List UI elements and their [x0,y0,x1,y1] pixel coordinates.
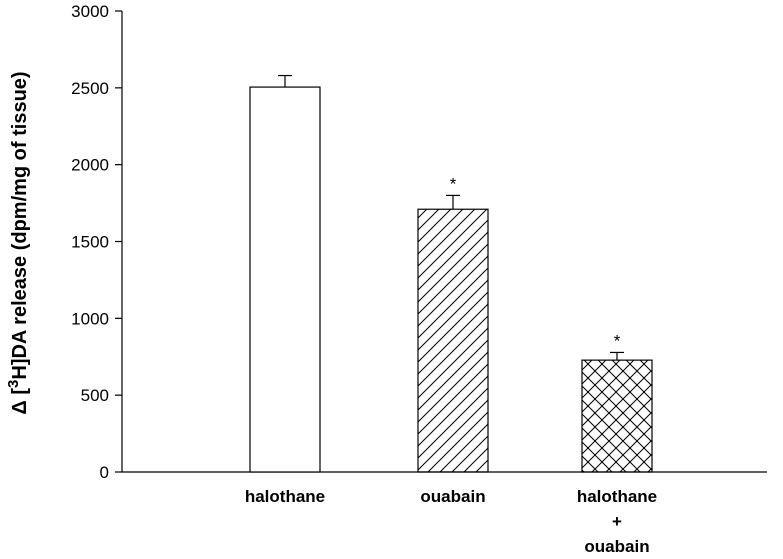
category-label: ouabain [420,487,485,506]
category-labels: halothane ouabain halothane + ouabain [245,487,657,556]
y-tick-label: 1000 [71,309,109,328]
significance-marker: * [450,174,457,193]
category-label: + [612,512,622,531]
y-tick-label: 2500 [71,79,109,98]
y-ticks: 0 500 1000 1500 2000 2500 3000 [71,2,122,482]
y-tick-label: 2000 [71,156,109,175]
significance-marker: * [614,331,621,350]
category-label: ouabain [584,537,649,556]
bar [249,86,321,473]
y-tick-label: 0 [100,463,109,482]
y-axis-title: Δ [3H]DA release (dpm/mg of tissue) [5,71,31,414]
bar [581,359,653,473]
bars: ** [249,74,653,473]
bar [417,208,489,473]
y-tick-label: 1500 [71,233,109,252]
category-label: halothane [245,487,325,506]
y-tick-label: 3000 [71,2,109,21]
category-label: halothane [577,487,657,506]
y-tick-label: 500 [81,386,109,405]
